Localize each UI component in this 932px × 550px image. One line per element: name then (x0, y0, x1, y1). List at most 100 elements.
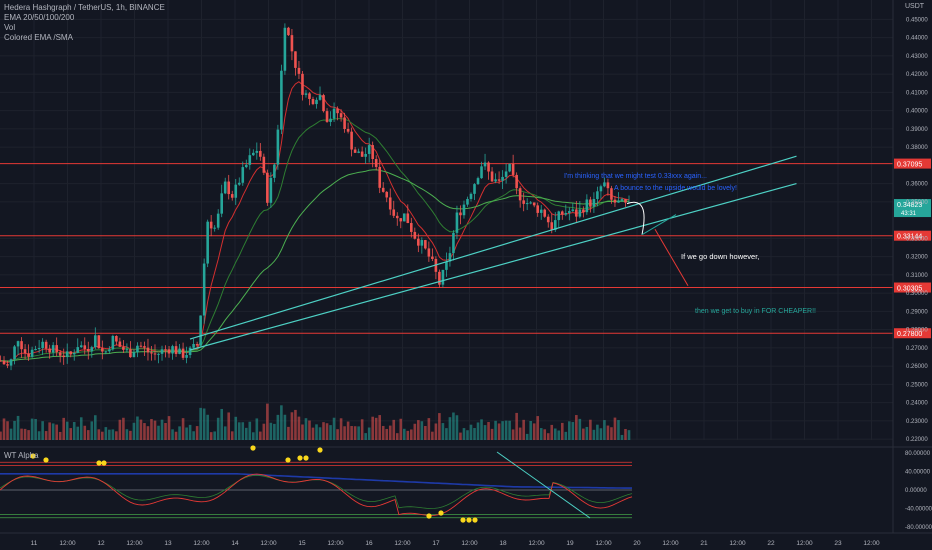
candle-body (606, 182, 610, 189)
candle-body (543, 209, 547, 217)
level-label-bg (894, 282, 931, 293)
volume-bar (332, 417, 336, 440)
volume-bar (476, 422, 480, 440)
volume-bar (613, 417, 617, 440)
candle-body (374, 159, 378, 167)
volume-bar (494, 420, 497, 440)
ema-50-line (0, 117, 630, 362)
candle-body (94, 335, 97, 348)
time-tick: 15 (298, 540, 306, 547)
candle-body (550, 222, 554, 231)
candle-body (392, 209, 396, 216)
candle-body (153, 353, 157, 355)
candle-body (494, 179, 497, 182)
ema-20-line (0, 81, 630, 363)
volume-bar (62, 417, 66, 440)
level-label-bg (894, 158, 931, 169)
volume-bar (410, 429, 413, 440)
candle-body (237, 182, 241, 185)
candle-body (329, 118, 332, 122)
volume-bar (276, 414, 280, 440)
volume-bar (329, 425, 332, 440)
candle-body (37, 348, 41, 350)
volume-bar (171, 429, 174, 440)
volume-bar (227, 412, 231, 440)
candle-body (97, 335, 101, 349)
volume-bar (325, 423, 329, 440)
volume-bar (6, 421, 9, 440)
volume-bar (606, 425, 610, 440)
price-tick: 0.25000 (906, 382, 928, 388)
candle-body (276, 129, 280, 165)
candle-body (290, 35, 294, 52)
candle-body (497, 179, 501, 181)
bounce-curve (626, 201, 645, 235)
candlesticks (0, 23, 631, 371)
volume-bar (483, 425, 487, 440)
wt-alpha-title[interactable]: WT Alpha (4, 451, 39, 460)
candle-body (213, 227, 216, 229)
volume-bar (518, 427, 522, 440)
volume-bar (515, 412, 518, 440)
price-tick: 0.30000 (906, 291, 928, 297)
volume-bar (532, 423, 536, 440)
candle-body (136, 345, 139, 353)
candle-body (0, 360, 2, 362)
annotation-text: A bounce to the upside would be lovely! (614, 185, 737, 192)
candle-body (241, 167, 245, 183)
indicator-colored-ema[interactable]: Colored EMA /SMA (4, 33, 73, 42)
candle-body (308, 93, 311, 99)
volume-bar (473, 428, 476, 440)
candle-body (452, 232, 455, 254)
volume-bar (353, 426, 357, 440)
volume-bar (76, 426, 80, 440)
indicator-ema[interactable]: EMA 20/50/100/200 (4, 13, 75, 22)
volume-bar (132, 422, 136, 440)
candle-body (578, 209, 582, 217)
candle-body (16, 341, 20, 347)
volume-bar (255, 418, 259, 440)
annotations: I'm thinking that we might test 0.33xxx … (564, 173, 816, 315)
candle-body (266, 172, 269, 203)
ema-100-line (0, 169, 629, 362)
volume-bar (620, 434, 624, 440)
volume-bar (543, 429, 547, 440)
candle-body (585, 199, 589, 213)
candle-body (44, 341, 48, 349)
indicator-vol[interactable]: Vol (4, 23, 16, 32)
channel-line (189, 155, 797, 340)
candle-body (357, 151, 360, 153)
volume-bar (427, 418, 431, 440)
volume-bar (79, 417, 83, 440)
volume-bar (280, 405, 283, 440)
candle-body (624, 199, 627, 203)
volume-bar (578, 418, 582, 440)
wt-signal-dot (438, 510, 444, 516)
volume-bar (459, 432, 462, 440)
candle-body (122, 346, 125, 350)
candle-body (546, 216, 550, 223)
price-tick: 0.27000 (906, 346, 928, 352)
channel-line (189, 182, 797, 351)
current-price-bg (894, 199, 931, 218)
volume-bar (9, 428, 13, 440)
candle-body (227, 181, 231, 195)
volume-bar (55, 424, 58, 440)
volume-bar (469, 424, 473, 440)
volume-bar (0, 431, 2, 440)
volume-bar (69, 428, 73, 440)
candle-body (143, 346, 146, 348)
candle-body (532, 202, 536, 206)
price-tick: 0.31000 (906, 273, 928, 279)
level-label: 0.27800 (897, 331, 922, 338)
volume-bar (536, 416, 540, 440)
volume-bar (167, 416, 171, 440)
time-tick: 12:00 (327, 540, 344, 547)
candle-body (280, 70, 283, 130)
candle-body (174, 346, 178, 354)
candle-body (188, 347, 192, 356)
candle-body (441, 269, 445, 285)
candle-body (385, 191, 389, 198)
candle-body (599, 186, 603, 192)
